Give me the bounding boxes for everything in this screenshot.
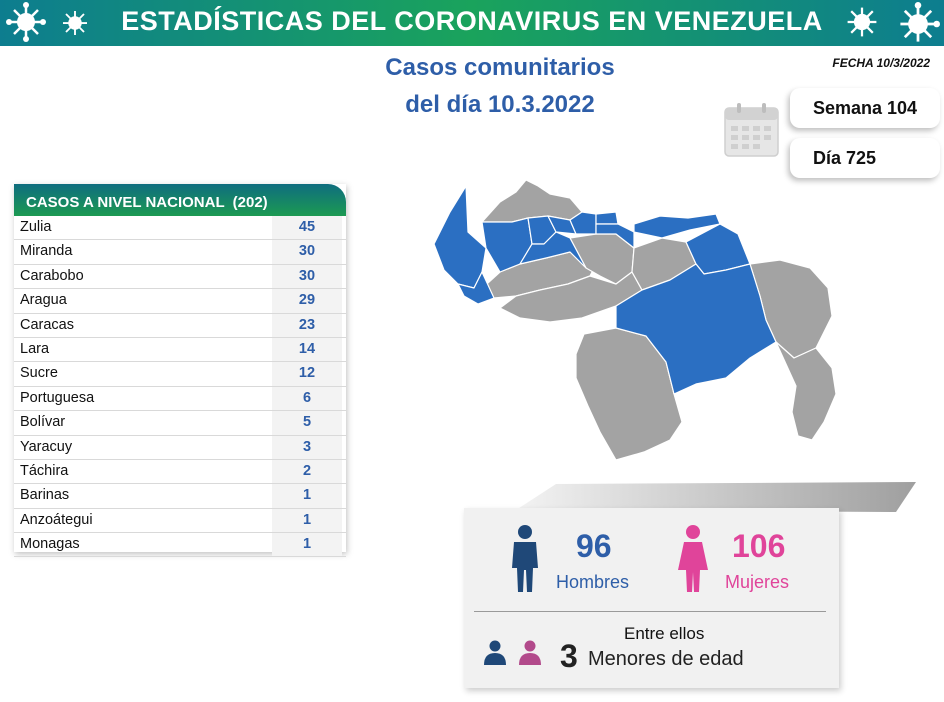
state-name: Barinas	[20, 487, 70, 504]
table-row: Carabobo 30	[14, 264, 346, 290]
virus-icon	[6, 2, 46, 42]
state-name: Carabobo	[20, 267, 84, 284]
table-row: Miranda 30	[14, 240, 346, 265]
map-state-bolivar	[615, 263, 777, 395]
day-badge: Día 725	[790, 138, 940, 178]
state-name: Zulia	[20, 219, 52, 235]
state-cases: 45	[272, 216, 342, 240]
table-row: Anzoátegui 1	[14, 508, 346, 534]
virus-icon	[900, 2, 940, 42]
table-header: CASOS A NIVEL NACIONAL (202)	[14, 184, 346, 216]
table-row: Sucre 12	[14, 362, 346, 387]
state-name: Miranda	[20, 243, 73, 260]
state-cases: 14	[272, 337, 342, 362]
minors-intro: Entre ellos	[624, 624, 705, 643]
minors-count: 3	[560, 638, 578, 674]
week-badge: Semana 104	[790, 88, 940, 128]
map-state-tachira	[457, 271, 495, 305]
state-name: Monagas	[20, 536, 80, 553]
header-banner: ESTADÍSTICAS DEL CORONAVIRUS EN VENEZUEL…	[0, 0, 944, 46]
table-row: Barinas 1	[14, 484, 346, 509]
state-cases: 29	[272, 289, 342, 313]
women-label: Mujeres	[725, 572, 790, 592]
table-total: (202)	[232, 194, 268, 211]
card-shadow	[516, 482, 916, 512]
state-name: Bolívar	[20, 414, 66, 431]
state-name: Aragua	[20, 292, 67, 309]
map-state-falcon	[481, 179, 583, 223]
state-cases: 1	[272, 484, 342, 508]
state-cases: 3	[272, 435, 342, 459]
men-count: 96	[576, 528, 612, 564]
state-name: Sucre	[20, 365, 58, 382]
table-row: Lara 14	[14, 337, 346, 363]
map-state-guayana-esequiba	[775, 341, 837, 441]
state-cases: 23	[272, 313, 342, 337]
table-heading: CASOS A NIVEL NACIONAL	[26, 194, 225, 211]
state-cases: 30	[272, 264, 342, 289]
day-label: Día 725	[813, 148, 877, 168]
map-state-caracas	[595, 211, 619, 225]
state-cases: 1	[272, 508, 342, 533]
map-state-zulia	[433, 185, 487, 289]
map-state-portuguesa	[519, 231, 587, 269]
venezuela-map	[433, 179, 837, 461]
table-row: Zulia 45	[14, 216, 346, 241]
state-name: Anzoátegui	[20, 511, 93, 528]
table-row: Bolívar 5	[14, 411, 346, 436]
page-title-line2: del día 10.3.2022	[405, 91, 595, 118]
men-label: Hombres	[556, 572, 630, 592]
state-cases: 12	[272, 362, 342, 386]
child-icon	[519, 640, 541, 665]
map-state-miranda	[595, 223, 635, 249]
card-divider	[474, 611, 826, 612]
state-name: Táchira	[20, 462, 69, 479]
woman-icon	[678, 525, 708, 592]
table-row: Yaracuy 3	[14, 435, 346, 460]
week-label: Semana 104	[813, 98, 918, 118]
virus-icon	[847, 7, 877, 37]
table-row: Portuguesa 6	[14, 386, 346, 412]
cases-table: CASOS A NIVEL NACIONAL (202) Zulia 45 Miran…	[14, 184, 346, 558]
child-icon	[484, 640, 506, 665]
gender-stats-card: 96 Hombres 106 Mujeres Entre ellos 3 Men…	[464, 508, 839, 688]
table-row: Caracas 23	[14, 313, 346, 338]
table-row: Táchira 2	[14, 459, 346, 485]
state-name: Caracas	[20, 316, 74, 333]
page-title-line1: Casos comunitarios	[385, 54, 615, 81]
state-name: Portuguesa	[20, 389, 95, 406]
man-icon	[512, 525, 538, 592]
virus-icon	[63, 11, 87, 35]
state-cases: 30	[272, 240, 342, 264]
table-row: Aragua 29	[14, 289, 346, 314]
header-title: ESTADÍSTICAS DEL CORONAVIRUS EN VENEZUEL…	[121, 6, 823, 36]
table-body: Zulia 45 Miranda 30 Carabobo 30 Aragua 29 Caraca…	[14, 216, 346, 558]
minors-label: Menores de edad	[588, 648, 744, 670]
report-date: FECHA 10/3/2022	[832, 56, 930, 70]
table-row: Monagas 1	[14, 533, 346, 558]
state-cases: 1	[272, 533, 342, 557]
calendar-icon	[724, 103, 779, 157]
state-cases: 5	[272, 411, 342, 435]
state-name: Yaracuy	[20, 438, 73, 455]
state-cases: 6	[272, 386, 342, 411]
state-name: Lara	[20, 340, 50, 357]
women-count: 106	[732, 528, 786, 564]
state-cases: 2	[272, 459, 342, 484]
